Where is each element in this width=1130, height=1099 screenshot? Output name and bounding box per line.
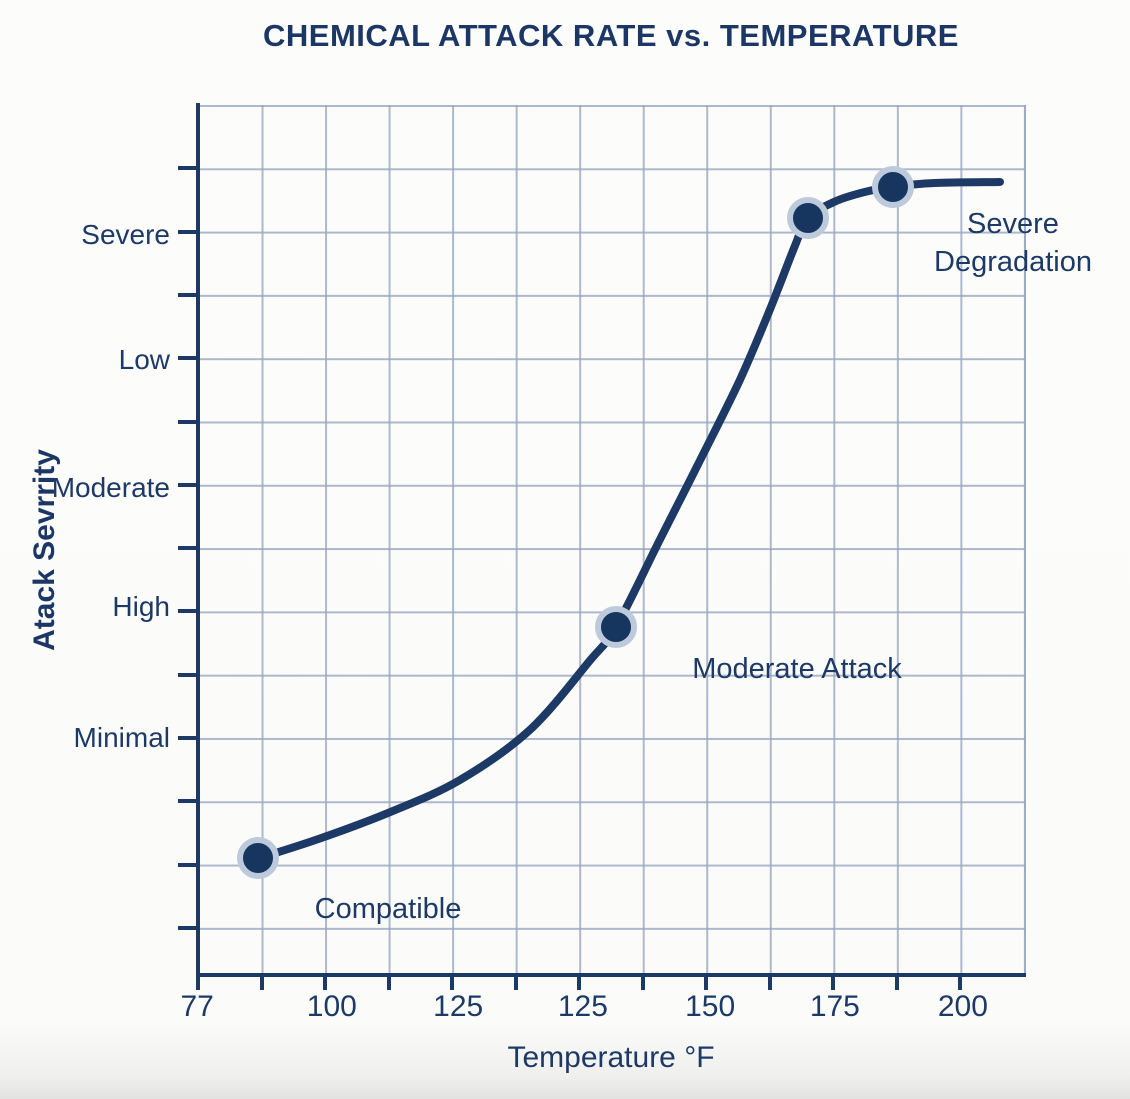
data-point-marker [872,166,914,208]
x-axis-tick [704,977,709,990]
x-tick-label: 125 [557,990,608,1023]
y-axis-tick [178,736,198,740]
x-axis-tick [958,977,963,990]
x-axis-tick [196,977,200,990]
x-axis-tick [640,977,645,990]
x-axis-line [196,973,1026,977]
x-axis-tick [259,977,264,990]
y-axis-line [196,103,200,979]
y-axis-tick [178,482,198,487]
x-axis-tick [386,977,391,990]
x-tick-label: 100 [306,990,357,1023]
y-tick-label: Moderate [51,471,170,503]
y-tick-label: High [112,590,170,622]
x-axis-tick [894,977,899,990]
y-axis-tick [178,546,198,551]
y-axis-tick [178,229,198,234]
y-axis-tick [178,166,198,171]
region-annotation: Moderate Attack [692,653,902,685]
y-axis-tick [178,292,198,297]
plot-area [198,105,1026,975]
x-axis-title: Temperature °F [507,1041,715,1074]
x-axis-tick [513,977,518,990]
y-tick-label: Severe [81,218,170,250]
y-tick-label: Low [118,343,170,375]
curve-svg [237,166,1004,879]
data-point-marker [237,837,279,879]
y-axis-tick [178,799,198,804]
x-axis-tick [831,977,836,990]
x-axis-tick [323,977,328,990]
y-axis-tick [178,862,198,867]
x-axis-tick [577,977,582,990]
chart-title: CHEMICAL ATTACK RATE vs. TEMPERATURE [263,18,959,53]
y-axis-tick [178,419,198,424]
y-tick-label: Minimal [73,722,170,754]
x-tick-label: 200 [937,990,988,1023]
x-tick-label: 77 [180,990,214,1023]
y-axis-tick [178,356,198,361]
x-axis-tick [767,977,772,990]
region-annotation: Severe Degradation [934,208,1092,278]
y-axis-tick [178,609,198,614]
region-annotation: Compatible [314,893,462,925]
data-point-marker [787,197,829,239]
y-axis-tick [178,925,198,930]
x-tick-label: 175 [809,990,860,1023]
x-tick-label: 150 [685,990,736,1023]
x-tick-label: 125 [433,990,484,1023]
attack-rate-curve [254,178,1004,863]
data-point-marker [595,606,637,648]
y-axis-tick [178,672,198,677]
x-axis-tick [450,977,455,990]
